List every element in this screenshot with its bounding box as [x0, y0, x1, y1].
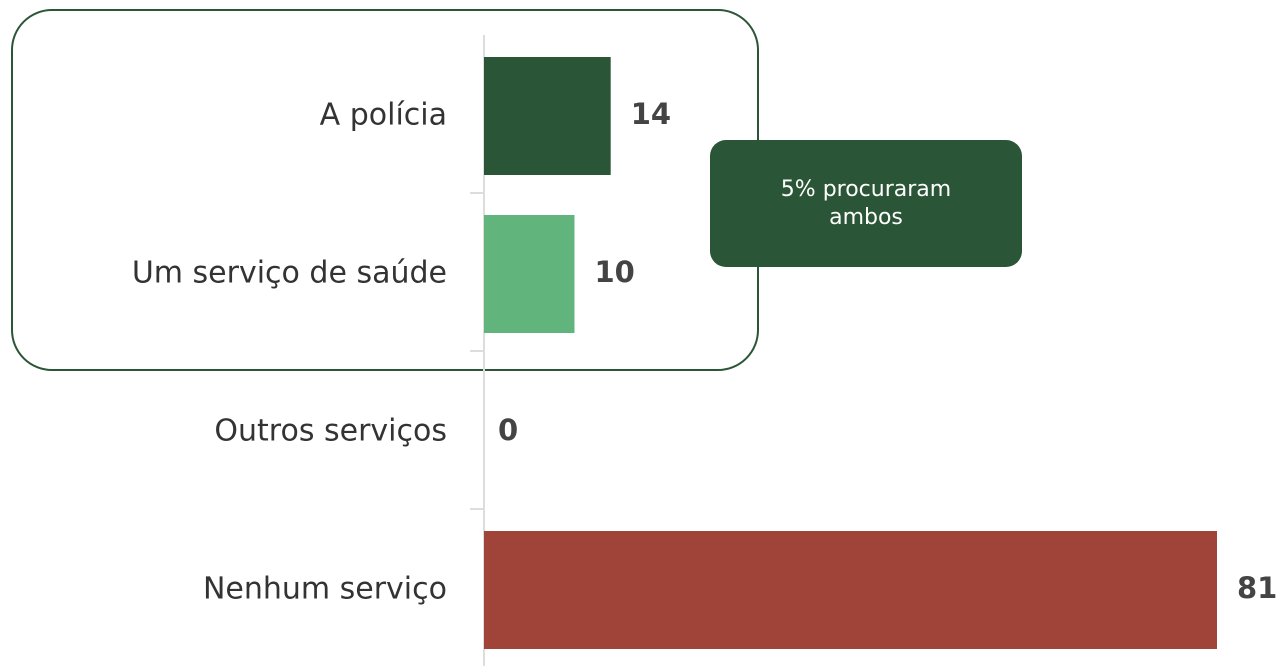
- annotation: 5% procuraram ambos: [710, 140, 1022, 267]
- value-label: 14: [631, 97, 671, 131]
- value-label: 0: [498, 413, 518, 447]
- category-label: Outros serviços: [214, 414, 447, 449]
- bar: [484, 531, 1217, 649]
- category-label: A polícia: [320, 98, 447, 133]
- value-label: 10: [594, 255, 634, 289]
- bar: [484, 215, 575, 333]
- category-label: Um serviço de saúde: [132, 256, 447, 291]
- group-bracket: [11, 9, 759, 371]
- value-label: 81: [1237, 571, 1276, 605]
- bar: [484, 57, 611, 175]
- category-label: Nenhum serviço: [203, 572, 447, 607]
